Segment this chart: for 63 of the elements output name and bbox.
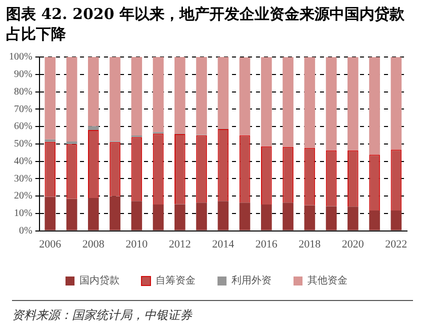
y-tick-label: 100% (8, 52, 32, 63)
x-tick-label: 2012 (168, 238, 191, 250)
bar (369, 57, 380, 155)
chart-title: 图表 42. 2020 年以来，地产开发企业资金来源中国内贷款占比下降 (5, 4, 406, 45)
bar (174, 204, 186, 230)
bar (304, 205, 316, 230)
y-tick-label: 40% (14, 156, 32, 167)
bar (282, 202, 294, 230)
x-tick-label: 2010 (126, 238, 148, 250)
y-tick-label: 30% (14, 173, 32, 184)
y-tick-label: 70% (14, 104, 32, 115)
bar (196, 202, 207, 230)
bar (326, 206, 337, 230)
y-tick-label: 10% (14, 208, 32, 220)
bar (88, 57, 99, 126)
legend-label: 自筹资金 (156, 274, 196, 287)
text: 资料来源：国家统计局，中银证券 (12, 307, 194, 324)
bar (196, 57, 207, 135)
x-tick-label: 2022 (385, 238, 408, 250)
bar (88, 126, 99, 130)
x-tick-label: 2006 (39, 238, 62, 250)
bar (44, 196, 56, 230)
bar (390, 210, 402, 230)
x-tick-label: 2018 (298, 238, 322, 250)
bar (131, 57, 142, 136)
legend-label: 其他资金 (308, 274, 348, 287)
bar (304, 57, 316, 148)
y-tick-label: 20% (14, 190, 32, 202)
bar (239, 202, 250, 230)
bar (88, 198, 99, 230)
legend-label: 国内贷款 (80, 274, 120, 287)
bar (326, 57, 337, 150)
legend-label: 利用外资 (232, 274, 272, 287)
y-tick-label: 80% (14, 86, 32, 98)
bar (44, 139, 56, 142)
bar (174, 57, 186, 134)
bar (44, 57, 56, 140)
bar (261, 57, 272, 146)
x-tick-label: 2014 (212, 238, 235, 250)
bar (110, 57, 120, 142)
y-tick-label: 60% (14, 121, 32, 132)
y-tick-label: 90% (14, 69, 32, 80)
bar (66, 198, 78, 230)
bar (348, 206, 358, 230)
bar (390, 57, 402, 150)
bar (218, 57, 229, 129)
bar (239, 57, 250, 136)
bar (152, 204, 164, 230)
x-tick-label: 2016 (255, 238, 278, 250)
x-tick-label: 2020 (342, 238, 364, 250)
bar (218, 201, 229, 230)
bar (282, 57, 294, 147)
bar (348, 57, 358, 150)
bar (66, 57, 78, 142)
bar (152, 57, 164, 132)
x-tick-label: 2008 (82, 238, 105, 250)
bar (369, 210, 380, 230)
bar (110, 196, 120, 230)
bar (261, 204, 272, 230)
bar (66, 141, 78, 144)
y-tick-label: 0% (18, 225, 32, 236)
y-tick-label: 50% (14, 138, 32, 150)
bar (131, 201, 142, 230)
